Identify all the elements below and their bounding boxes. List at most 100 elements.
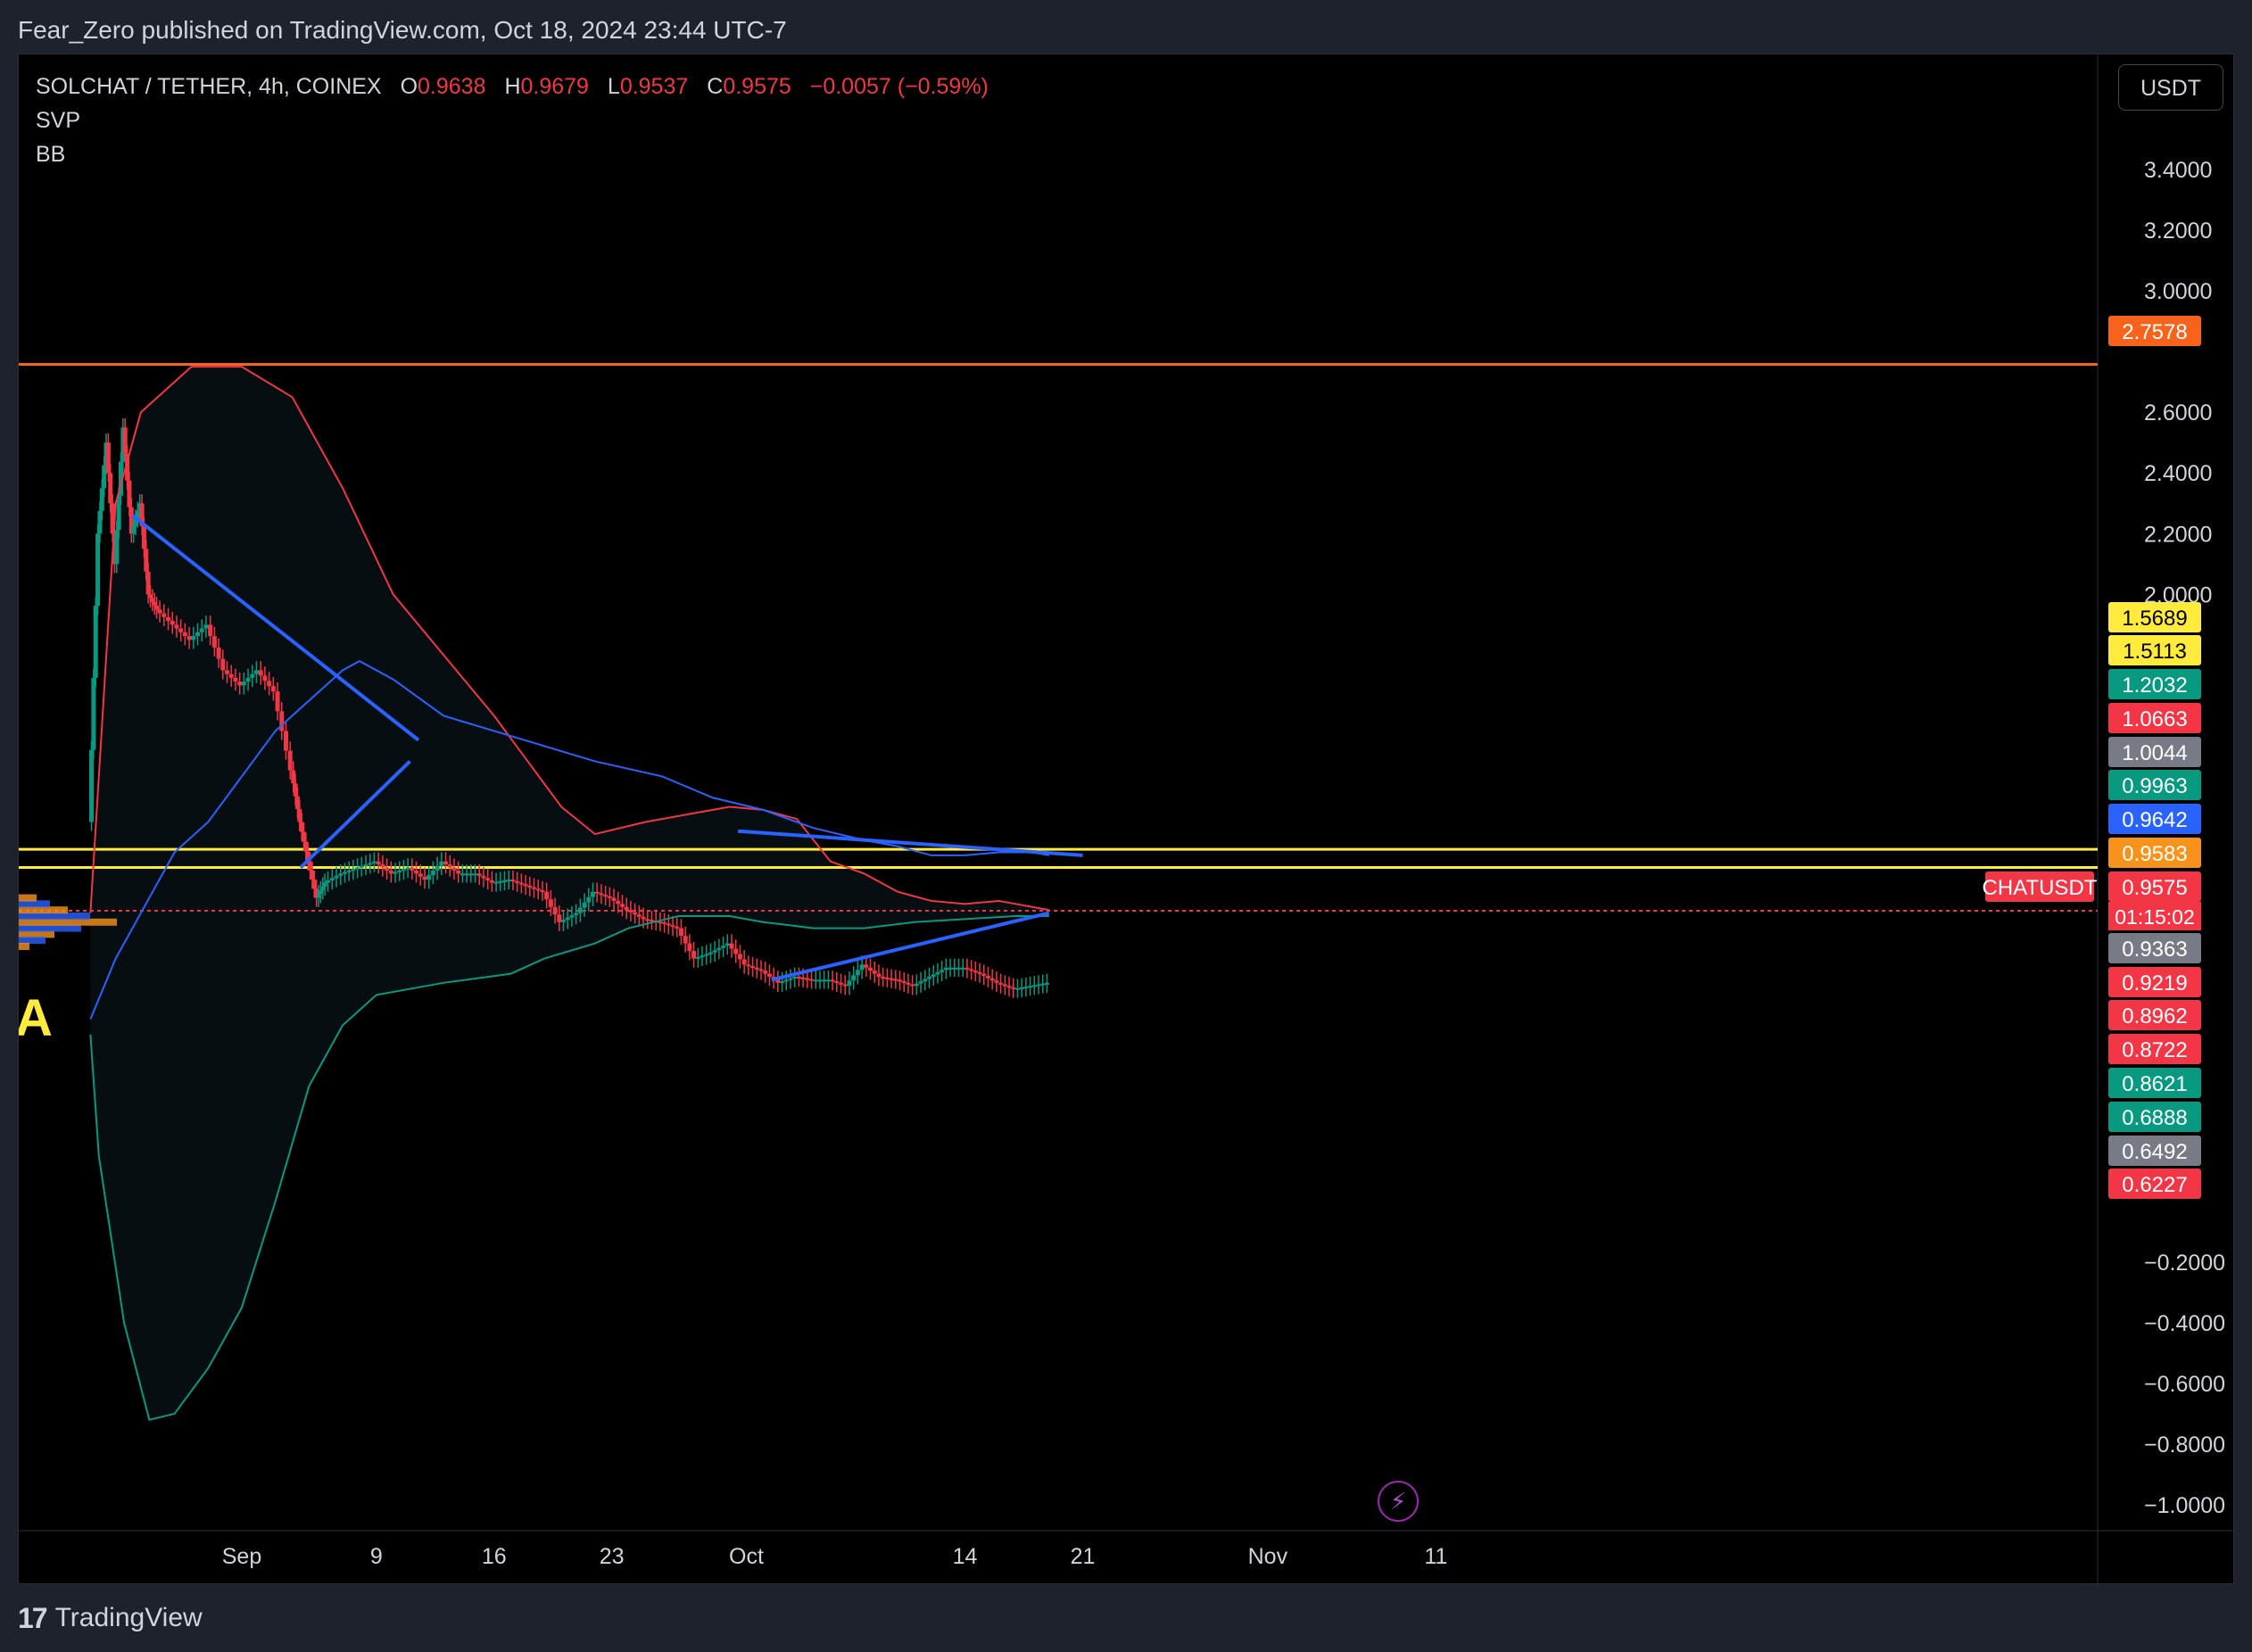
- x-tick-label: 23: [600, 1544, 625, 1569]
- chart-pane[interactable]: 3.4000 3.2000 3.0000 2.6000 2.4000 2.2000 2.00…: [18, 54, 2235, 1585]
- candle-body: [910, 984, 915, 987]
- candle-body: [985, 976, 990, 979]
- candle-body: [973, 971, 978, 973]
- candle-body: [302, 831, 307, 842]
- candle-body: [127, 480, 132, 508]
- chart-canvas[interactable]: 3.40003.20003.00002.60002.40002.20002.00…: [19, 54, 2235, 1585]
- price-badge: [2108, 316, 2201, 346]
- candle-body: [157, 609, 162, 614]
- candle-body: [989, 978, 995, 981]
- symbol-label[interactable]: SOLCHAT / TETHER, 4h, COINEX: [36, 74, 382, 99]
- x-tick-label: Oct: [729, 1544, 764, 1569]
- candle-body: [305, 851, 310, 862]
- candle-body: [493, 881, 499, 884]
- price-badge-label: 1.0044: [2122, 741, 2187, 765]
- price-badge-label: 2.7578: [2122, 320, 2187, 344]
- close-label: C: [707, 74, 724, 99]
- indicator-bb[interactable]: BB: [36, 142, 66, 167]
- series-bb_basis[interactable]: [89, 660, 1049, 1020]
- y-tick-label: 3.0000: [2144, 279, 2212, 304]
- currency-button[interactable]: USDT: [2118, 64, 2223, 111]
- candle-body: [721, 946, 726, 948]
- volume-profile-bar: [19, 900, 50, 908]
- series-trendline-down[interactable]: [131, 514, 420, 742]
- candle-body: [851, 975, 857, 981]
- candle-body: [287, 750, 293, 771]
- candle-body: [476, 873, 482, 876]
- series-trendline-bottom[interactable]: [771, 911, 1050, 982]
- candle-body: [303, 841, 309, 852]
- candle-body: [208, 624, 213, 637]
- candle-body: [758, 969, 764, 971]
- candle-body: [216, 647, 221, 659]
- candle-body: [901, 981, 907, 984]
- candle-body: [116, 495, 121, 531]
- candle-body: [766, 973, 772, 977]
- candle-body: [619, 904, 625, 907]
- candle-body: [293, 783, 298, 797]
- series-trendline-top[interactable]: [737, 829, 1083, 857]
- series-bb_upper[interactable]: [89, 366, 1049, 913]
- candle-body: [1023, 987, 1029, 989]
- price-badge-label: 0.8621: [2122, 1072, 2187, 1096]
- series-trendline-up[interactable]: [299, 760, 411, 869]
- candle-body: [700, 955, 705, 958]
- x-tick-label: Nov: [1248, 1544, 1288, 1569]
- candle-body: [750, 966, 756, 969]
- candle-body: [245, 677, 251, 682]
- candle-body: [1036, 984, 1041, 987]
- candle-body: [805, 978, 810, 980]
- candle-body: [527, 885, 533, 888]
- symbol-price-tag: [1985, 871, 2094, 902]
- candle-body: [628, 910, 633, 913]
- candle-body: [152, 601, 157, 607]
- candle-body: [603, 895, 609, 897]
- candle-body: [258, 670, 263, 676]
- candle-body: [931, 974, 936, 977]
- candle-body: [574, 913, 579, 916]
- indicator-svp[interactable]: SVP: [36, 108, 81, 133]
- candle-body: [506, 880, 511, 882]
- footer-bar: 17 TradingView: [18, 1584, 2234, 1652]
- candle-body: [233, 677, 238, 682]
- price-badge-label: 0.9575: [2122, 876, 2187, 900]
- price-badge-label: 0.9219: [2122, 971, 2187, 995]
- candle-body: [405, 867, 410, 870]
- price-badge: [2108, 871, 2201, 902]
- candle-body: [368, 863, 373, 865]
- volume-profile-bar: [19, 894, 37, 902]
- candle-body: [704, 954, 709, 956]
- price-badge: [2108, 669, 2201, 699]
- candle-body: [376, 861, 381, 865]
- candle-body: [998, 982, 1004, 985]
- candle-body: [133, 518, 138, 526]
- candle-body: [253, 670, 259, 674]
- x-tick-label: Sep: [222, 1544, 261, 1569]
- candle-body: [195, 632, 201, 637]
- candle-body: [569, 915, 575, 918]
- candle-body: [397, 870, 402, 872]
- candle-body: [557, 914, 562, 922]
- high-label: H: [504, 74, 521, 99]
- candle-body: [641, 916, 646, 920]
- candle-body: [95, 533, 101, 607]
- candle-body: [948, 967, 953, 970]
- candle-body: [839, 982, 844, 985]
- candle-body: [443, 861, 449, 865]
- candle-body: [649, 920, 654, 922]
- candle-body: [385, 867, 390, 871]
- candle-body: [91, 677, 96, 750]
- candle-body: [310, 870, 315, 880]
- series-bb_lower[interactable]: [89, 914, 1049, 1421]
- candle-body: [355, 867, 360, 870]
- candle-body: [380, 864, 385, 868]
- brand-name[interactable]: TradingView: [54, 1603, 203, 1632]
- candle-body: [754, 967, 759, 970]
- candle-body: [535, 888, 541, 891]
- candle-body: [607, 896, 612, 898]
- lightning-icon[interactable]: ⚡: [1378, 1481, 1419, 1522]
- candle-body: [518, 882, 524, 885]
- price-badge-label: 0.8962: [2122, 1004, 2187, 1028]
- candle-body: [796, 977, 801, 979]
- candle-body: [228, 673, 234, 678]
